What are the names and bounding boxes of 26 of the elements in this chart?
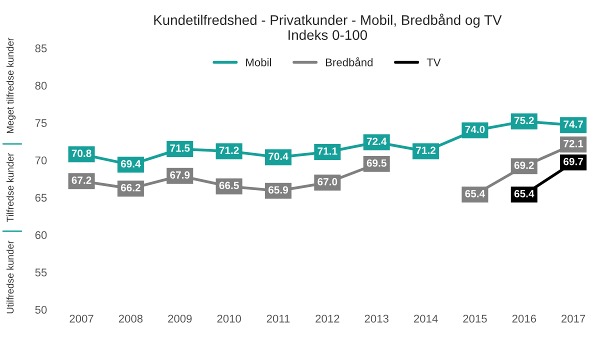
x-tick-label: 2015 — [463, 314, 487, 323]
x-tick-label: 2012 — [316, 314, 340, 323]
x-tick-label: 2007 — [70, 314, 94, 323]
chart-title: Kundetilfredshed - Privatkunder - Mobil, Bredbånd og TV Indeks 0-100 — [154, 14, 502, 40]
y-tick-label: 75 — [35, 119, 47, 127]
y-tick-label: 80 — [35, 82, 47, 90]
x-tick-label: 2011 — [266, 314, 290, 323]
y-tick-label: 50 — [35, 306, 47, 314]
x-tick-label: 2008 — [118, 314, 143, 323]
x-tick-label: 2016 — [512, 314, 536, 323]
legend-label: Bredbånd — [326, 57, 373, 66]
x-tick-label: 2017 — [562, 314, 586, 323]
x-tick-label: 2014 — [414, 314, 438, 323]
y-tick-label: 60 — [35, 231, 47, 240]
y-tick-label: 70 — [35, 156, 47, 164]
legend-label: TV — [426, 58, 441, 66]
x-tick-label: 2010 — [217, 314, 241, 323]
text: Tilfredse kunder — [6, 153, 14, 222]
x-tick-label: 2013 — [364, 314, 388, 323]
legend-label: Mobil — [246, 58, 271, 66]
text: Utilfredse kunder — [6, 240, 14, 314]
x-tick-label: 2009 — [168, 314, 192, 323]
text: Meget tilfredse kunder — [6, 38, 16, 134]
y-tick-label: 55 — [35, 268, 47, 276]
y-tick-label: 65 — [35, 194, 47, 202]
y-tick-label: 85 — [35, 44, 47, 52]
